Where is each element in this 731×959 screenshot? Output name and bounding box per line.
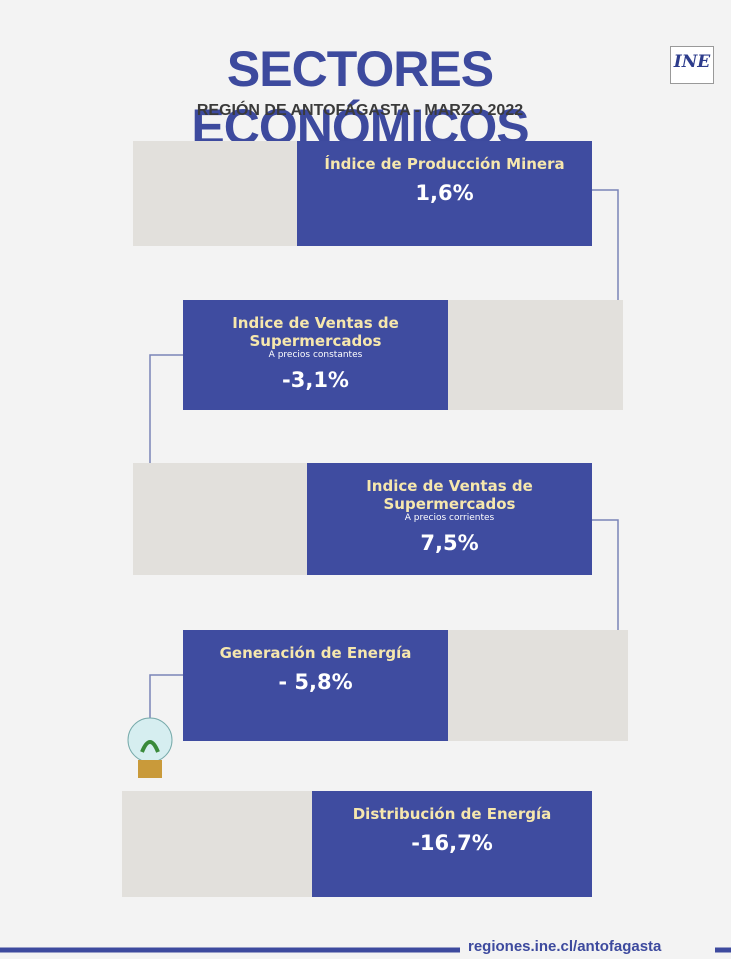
card-value: 1,6% <box>297 181 592 205</box>
card-title: Indice de Ventas de Supermercados <box>183 314 448 350</box>
card-value: 7,5% <box>307 531 592 555</box>
card-image <box>448 630 628 741</box>
card: Índice de Producción Minera 1,6% <box>297 141 592 246</box>
card-image <box>133 141 297 246</box>
title: SECTORES ECONÓMICOS <box>60 40 660 156</box>
card-value: -16,7% <box>312 831 592 855</box>
card-image <box>448 300 623 410</box>
footer-url: regiones.ine.cl/antofagasta <box>468 938 661 955</box>
card-title: Indice de Ventas de Supermercados <box>307 477 592 513</box>
card: Generación de Energía - 5,8% <box>183 630 448 741</box>
card-subtitle: A precios constantes <box>183 350 448 360</box>
subtitle: REGIÓN DE ANTOFAGASTA - MARZO 2022 <box>120 102 600 120</box>
card-subtitle: A precios corrientes <box>307 513 592 523</box>
infographic: SECTORES ECONÓMICOS REGIÓN DE ANTOFAGAST… <box>0 0 731 959</box>
card-title: Generación de Energía <box>183 644 448 662</box>
bulb-icon <box>128 718 172 778</box>
logo: INE <box>670 46 714 84</box>
card-value: -3,1% <box>183 368 448 392</box>
card: Distribución de Energía -16,7% <box>312 791 592 897</box>
card-title: Distribución de Energía <box>312 805 592 823</box>
card-value: - 5,8% <box>183 670 448 694</box>
card-image <box>122 791 312 897</box>
card-title: Índice de Producción Minera <box>297 155 592 173</box>
card-image <box>133 463 307 575</box>
